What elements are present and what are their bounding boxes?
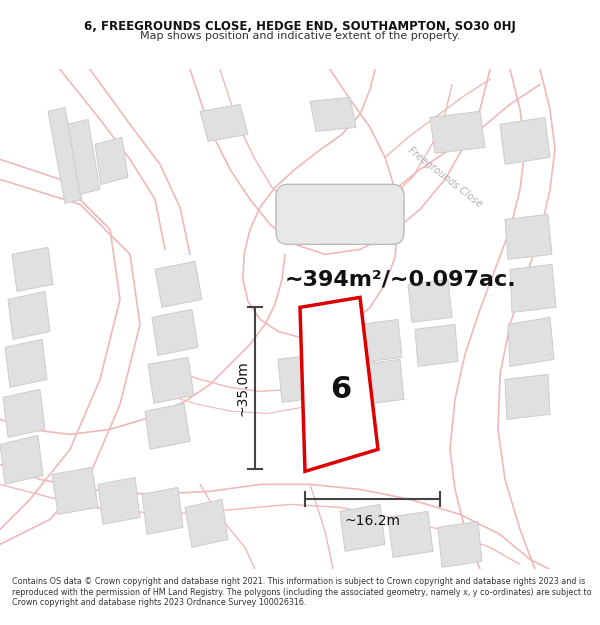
- Polygon shape: [95, 138, 128, 184]
- Polygon shape: [185, 499, 228, 548]
- Polygon shape: [500, 118, 550, 164]
- Polygon shape: [300, 298, 378, 471]
- Polygon shape: [8, 291, 50, 339]
- Text: ~16.2m: ~16.2m: [344, 514, 401, 528]
- Polygon shape: [200, 104, 248, 141]
- Polygon shape: [340, 504, 385, 551]
- Polygon shape: [510, 264, 556, 312]
- Polygon shape: [438, 521, 482, 568]
- Text: ~394m²/~0.097ac.: ~394m²/~0.097ac.: [285, 269, 517, 289]
- Text: Freegrounds Close: Freegrounds Close: [406, 146, 484, 209]
- Text: Map shows position and indicative extent of the property.: Map shows position and indicative extent…: [140, 31, 460, 41]
- Text: ~35.0m: ~35.0m: [235, 361, 249, 416]
- Polygon shape: [362, 359, 404, 404]
- Polygon shape: [430, 111, 485, 153]
- Polygon shape: [408, 279, 452, 322]
- Text: Contains OS data © Crown copyright and database right 2021. This information is : Contains OS data © Crown copyright and d…: [12, 578, 592, 608]
- Polygon shape: [278, 354, 322, 402]
- Polygon shape: [415, 324, 458, 366]
- Polygon shape: [505, 374, 550, 419]
- Polygon shape: [152, 309, 198, 356]
- Polygon shape: [0, 436, 43, 484]
- Polygon shape: [388, 511, 433, 558]
- Polygon shape: [98, 478, 140, 524]
- Polygon shape: [3, 389, 45, 438]
- Polygon shape: [68, 119, 100, 194]
- Polygon shape: [505, 214, 552, 259]
- Text: 6: 6: [330, 375, 352, 404]
- Polygon shape: [508, 318, 554, 366]
- Text: 6, FREEGROUNDS CLOSE, HEDGE END, SOUTHAMPTON, SO30 0HJ: 6, FREEGROUNDS CLOSE, HEDGE END, SOUTHAM…: [84, 20, 516, 33]
- Polygon shape: [155, 261, 202, 308]
- Polygon shape: [145, 403, 190, 449]
- Polygon shape: [360, 319, 402, 362]
- Polygon shape: [148, 357, 194, 403]
- Polygon shape: [48, 107, 82, 203]
- Polygon shape: [142, 488, 183, 534]
- FancyBboxPatch shape: [276, 184, 404, 244]
- Polygon shape: [5, 339, 47, 388]
- Polygon shape: [12, 248, 53, 291]
- Polygon shape: [310, 98, 356, 131]
- Polygon shape: [52, 468, 98, 514]
